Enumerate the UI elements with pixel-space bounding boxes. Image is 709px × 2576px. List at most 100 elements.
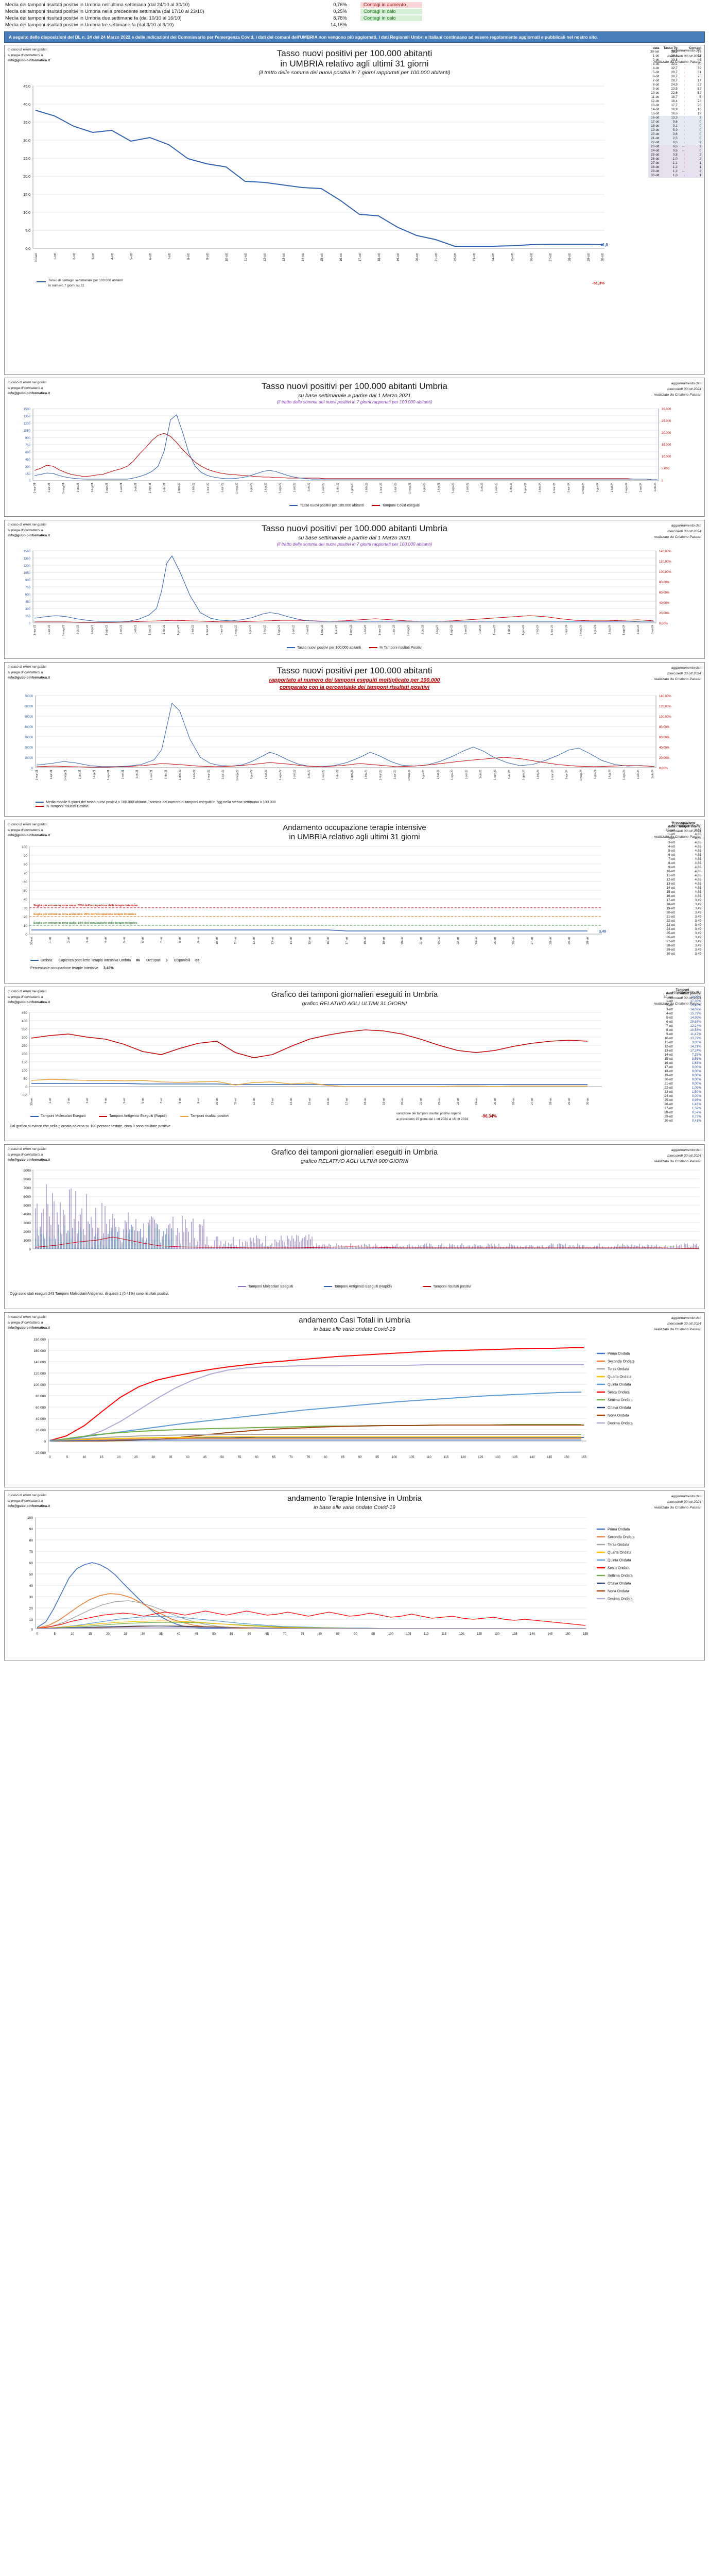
chart-title: Tasso nuovi positivi per 100.000 abitant… — [262, 523, 447, 534]
x-tick-label: 35 — [159, 1633, 163, 1636]
x-tick-label: 115 — [444, 1456, 449, 1459]
svg-text:750: 750 — [25, 444, 31, 447]
cell-contagi: 1 — [699, 161, 701, 165]
cell-contagi: 1 — [699, 174, 701, 178]
x-tick-label: 20 — [106, 1633, 110, 1636]
svg-text:50: 50 — [24, 889, 28, 893]
x-tick-label: 55 — [230, 1633, 234, 1636]
x-tick-label: 30-set — [30, 937, 33, 945]
svg-text:30000: 30000 — [24, 736, 33, 739]
legend-label: Seconda Ondata — [608, 1360, 635, 1363]
legend-item: Tamponi risultati positivi — [422, 1285, 471, 1289]
summary-value: 14,16% — [330, 22, 347, 28]
cell-tasso: 1,2 — [672, 170, 678, 174]
cell-date: 23-ott — [651, 145, 660, 149]
x-tick-label: 22-ott — [438, 937, 441, 944]
svg-text:1200: 1200 — [24, 422, 31, 426]
table-row: 5-ott 4,65 — [664, 849, 703, 853]
x-tick-label: 1-lug-22 — [264, 483, 267, 493]
svg-text:0: 0 — [29, 480, 31, 483]
table-row: 24-ott 3,49 — [664, 927, 703, 931]
svg-text:19-ott: 19-ott — [397, 253, 400, 262]
table-row: 7-ott 12,14% — [662, 1024, 703, 1028]
x-tick-label: 1-lug-24 — [609, 770, 612, 779]
cell-pct: 4,65 — [695, 874, 701, 878]
contact-email: info@gubbioinformatica.it — [8, 1000, 50, 1004]
cell-pct: 8,56% — [691, 1057, 701, 1061]
cell-date: 19-ott — [664, 1074, 673, 1078]
svg-text:25.000: 25.000 — [662, 420, 671, 423]
svg-text:60,00%: 60,00% — [659, 591, 670, 595]
cell-contagi: 10 — [697, 108, 701, 112]
cell-date: 16-ott — [666, 894, 675, 899]
contact-block: in caso di errori nei grafici si prega d… — [8, 47, 90, 63]
cell-pct: 0,57% — [691, 1111, 701, 1115]
table-row: 14-ott 4,65 — [664, 886, 703, 890]
cell-contagi: 0 — [699, 128, 701, 132]
table-row: 2-ott 4,65 — [664, 837, 703, 841]
x-tick-label: 25 — [134, 1456, 138, 1459]
svg-text:30.000: 30.000 — [662, 408, 671, 411]
x-tick-label: 1-gen-22 — [179, 770, 182, 780]
summary-row: Media dei tamponi risultati positivi in … — [5, 8, 709, 15]
cell-date: 1-ott — [652, 54, 660, 58]
x-tick-label: 1-mar-21 — [33, 625, 37, 636]
x-tick-label: 1-mag-24 — [579, 625, 582, 636]
cell-date: 13-ott — [651, 104, 660, 108]
contact-line2: si prega di contattarci a — [8, 528, 43, 532]
svg-text:60,00%: 60,00% — [659, 736, 670, 739]
cell-date: 16-ott — [664, 1061, 673, 1065]
cell-pct: 4,65 — [695, 878, 701, 882]
table-row: 18-ott 9,1 ↓ 0 — [648, 124, 703, 129]
contact-block: in caso di errori nei grafici si prega d… — [8, 1147, 90, 1163]
cell-date: 2-ott — [652, 58, 660, 62]
svg-text:100,00%: 100,00% — [659, 571, 671, 574]
table-body: 30-set 13,06% 1-ott 17,35% 2-ott 15,46% 3-ott 1… — [662, 995, 703, 1123]
table-row: 17-ott 3,49 — [664, 899, 703, 903]
x-tick-label: 65 — [272, 1456, 276, 1459]
cell-pct: 1,46% — [691, 1103, 701, 1107]
panel-header: in caso di errori nei grafici si prega d… — [5, 1491, 704, 1511]
svg-text:60: 60 — [24, 880, 28, 884]
legend-item: Percentuale occupazione terapie Intensiv… — [30, 967, 114, 970]
svg-text:300: 300 — [22, 1036, 27, 1040]
cell-pct: 3,49 — [695, 927, 701, 931]
contact-line1: in caso di errori nei grafici — [8, 381, 47, 385]
cell-pct: 1,63% — [691, 1061, 701, 1065]
svg-text:10-ott: 10-ott — [226, 253, 229, 262]
legend-item: Umbria — [30, 959, 53, 962]
legend-value: 3 — [165, 958, 168, 962]
x-tick-label: 13-ott — [271, 1097, 274, 1105]
th-contagi: Contagi — [689, 46, 701, 50]
table-row: 25-ott 0,8 ↑ 2 — [648, 153, 703, 158]
cell-pct: 3,49 — [695, 931, 701, 936]
cell-pct: 15,79% — [690, 1012, 701, 1016]
legend-value: 83 — [195, 958, 200, 962]
x-tick-label: 1-feb-22 — [193, 770, 196, 779]
x-tick-label: 12-ott — [253, 1097, 256, 1105]
table-row: 23-ott 3,49 — [664, 923, 703, 927]
table-row: 24-ott 0,6 ↔ 0 — [648, 149, 703, 154]
x-tick-label: 17-ott — [345, 1097, 349, 1105]
table-row: 5-ott 14,95% — [662, 1016, 703, 1020]
x-tick-label: 60 — [248, 1633, 251, 1636]
x-tick-label: 1-ago-23 — [450, 625, 453, 635]
x-tick-label: 1-ago-22 — [278, 625, 281, 635]
cell-date: 20-ott — [651, 132, 660, 137]
cell-date: 27-ott — [666, 940, 675, 944]
x-tick-label: 1-ott-24 — [651, 770, 654, 778]
cell-tasso: 17,7 — [671, 104, 678, 108]
x-tick-label: 26-ott — [512, 937, 515, 944]
x-tick-label: 1-lug-22 — [264, 625, 267, 635]
cell-contagi: 1 — [699, 165, 701, 170]
cell-trend-icon: ↔ — [681, 149, 685, 153]
svg-text:3-ott: 3-ott — [92, 253, 95, 260]
table-header-row-2: data risultati positivi — [662, 992, 703, 995]
cell-tasso: 29,7 — [671, 71, 678, 75]
x-tick-label: 2-ott — [67, 1097, 71, 1103]
x-tick-label: 1-mar-22 — [206, 483, 210, 494]
legend-label: Capienza posti letto Terapia Intensiva U… — [58, 958, 131, 962]
x-tick-label: 4-ott — [105, 1097, 108, 1103]
cell-date: 20-ott — [664, 1078, 673, 1082]
contact-line2: si prega di contattarci a — [8, 53, 43, 57]
